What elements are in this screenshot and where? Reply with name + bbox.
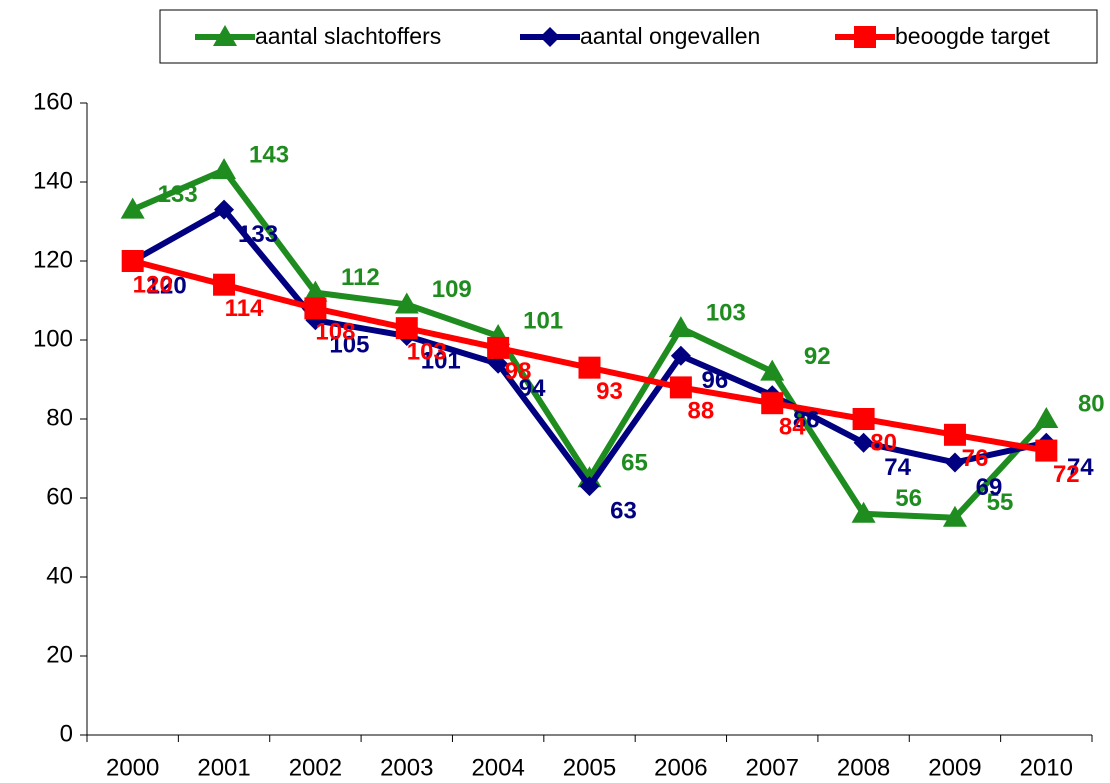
data-label: 112 bbox=[341, 264, 380, 291]
series-line bbox=[131, 206, 1047, 490]
data-label: 80 bbox=[1078, 390, 1105, 417]
x-tick-label: 2007 bbox=[746, 754, 799, 781]
data-point bbox=[944, 452, 965, 473]
y-tick-label: 80 bbox=[46, 404, 73, 431]
data-point bbox=[303, 280, 328, 302]
data-label: 114 bbox=[225, 295, 264, 322]
data-label: 103 bbox=[407, 338, 447, 365]
data-point bbox=[668, 316, 693, 338]
x-tick-label: 2002 bbox=[289, 754, 342, 781]
data-point bbox=[395, 317, 418, 340]
y-tick-label: 160 bbox=[33, 88, 73, 115]
data-label: 120 bbox=[133, 271, 173, 298]
data-point bbox=[670, 345, 691, 366]
data-point bbox=[942, 505, 967, 527]
data-label: 101 bbox=[421, 347, 461, 374]
legend-label: beoogde target bbox=[895, 23, 1050, 49]
data-label: 65 bbox=[621, 450, 648, 477]
data-point bbox=[304, 297, 327, 320]
x-tick-label: 2000 bbox=[106, 754, 159, 781]
data-point bbox=[213, 273, 236, 296]
y-tick-label: 120 bbox=[33, 246, 73, 273]
data-point bbox=[851, 501, 876, 523]
legend-marker bbox=[854, 26, 876, 48]
y-tick-label: 0 bbox=[60, 720, 73, 747]
data-label: 109 bbox=[432, 276, 472, 303]
y-tick-label: 100 bbox=[33, 325, 73, 352]
data-point bbox=[394, 292, 419, 314]
series-line bbox=[131, 258, 1047, 454]
y-tick-label: 140 bbox=[33, 167, 73, 194]
data-label: 96 bbox=[702, 367, 729, 394]
x-tick-label: 2005 bbox=[563, 754, 616, 781]
data-label: 92 bbox=[804, 343, 831, 370]
y-tick-label: 40 bbox=[46, 562, 73, 589]
data-label: 101 bbox=[523, 307, 563, 334]
y-tick-label: 20 bbox=[46, 641, 73, 668]
data-label: 103 bbox=[706, 299, 746, 326]
data-label: 72 bbox=[1053, 461, 1080, 488]
data-label: 120 bbox=[147, 272, 187, 299]
data-label: 84 bbox=[779, 414, 806, 441]
data-point bbox=[487, 336, 510, 359]
x-tick-label: 2008 bbox=[837, 754, 890, 781]
data-point bbox=[578, 356, 601, 379]
data-label: 98 bbox=[505, 358, 532, 385]
data-label: 108 bbox=[315, 319, 355, 346]
x-tick-label: 2010 bbox=[1020, 754, 1073, 781]
x-tick-label: 2001 bbox=[197, 754, 250, 781]
data-point bbox=[852, 408, 875, 430]
data-point bbox=[212, 158, 237, 180]
data-point bbox=[214, 199, 235, 220]
data-label: 74 bbox=[1067, 454, 1094, 481]
data-label: 143 bbox=[249, 141, 289, 168]
data-point bbox=[669, 376, 692, 399]
data-label: 133 bbox=[238, 221, 278, 248]
y-tick-label: 60 bbox=[46, 483, 73, 510]
data-label: 69 bbox=[976, 474, 1003, 501]
data-label: 76 bbox=[962, 445, 989, 472]
data-label: 105 bbox=[329, 332, 369, 359]
x-tick-label: 2009 bbox=[928, 754, 981, 781]
data-point bbox=[121, 250, 144, 272]
x-tick-label: 2003 bbox=[380, 754, 433, 781]
data-label: 80 bbox=[870, 429, 897, 456]
data-point bbox=[853, 432, 874, 453]
data-point bbox=[1034, 407, 1059, 428]
data-point bbox=[760, 359, 785, 381]
data-point bbox=[761, 392, 784, 415]
data-point bbox=[943, 423, 966, 446]
data-label: 88 bbox=[688, 398, 715, 425]
data-label: 55 bbox=[987, 489, 1014, 516]
x-tick-label: 2006 bbox=[654, 754, 707, 781]
legend-marker bbox=[540, 27, 560, 47]
legend-marker bbox=[213, 25, 237, 46]
legend-label: aantal ongevallen bbox=[580, 23, 760, 49]
data-label: 94 bbox=[519, 375, 546, 402]
data-label: 133 bbox=[158, 181, 198, 208]
data-label: 63 bbox=[610, 497, 637, 524]
data-label: 56 bbox=[895, 485, 922, 512]
data-label: 93 bbox=[596, 378, 623, 405]
data-label: 86 bbox=[793, 407, 820, 434]
x-tick-label: 2004 bbox=[471, 754, 524, 781]
data-point bbox=[120, 197, 145, 219]
legend-label: aantal slachtoffers bbox=[255, 23, 441, 49]
legend-box bbox=[159, 9, 1098, 64]
data-point bbox=[579, 476, 600, 497]
data-label: 74 bbox=[884, 454, 911, 481]
data-point bbox=[1035, 439, 1058, 462]
